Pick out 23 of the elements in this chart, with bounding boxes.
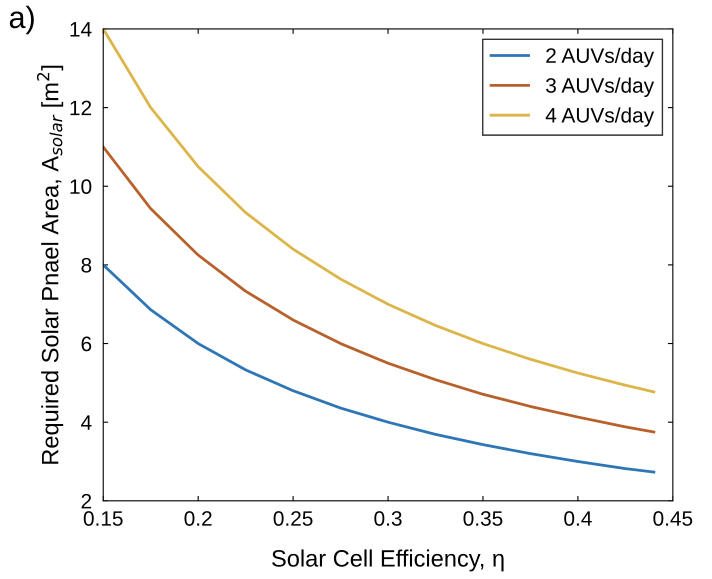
x-tick-label: 0.15 <box>84 511 123 526</box>
legend-label: 3 AUVs/day <box>546 78 654 97</box>
x-tick-label: 0.45 <box>653 511 692 526</box>
x-tick-label: 0.35 <box>464 511 502 526</box>
y-tick-label: 8 <box>81 258 92 273</box>
legend-label: 2 AUVs/day <box>546 48 654 68</box>
line-series <box>103 146 656 434</box>
y-axis-title: Required Solar Pnael Area, A$_{solar}$ [m$^{2}$] <box>36 66 64 464</box>
y-tick-label: 14 <box>70 22 92 36</box>
y-tick-label: 10 <box>70 179 92 194</box>
line-series <box>103 28 656 394</box>
y-tick-label: 4 <box>81 415 92 430</box>
y-tick-label: 2 <box>82 494 92 508</box>
y-tick-label: 6 <box>82 336 92 352</box>
x-tick-label: 0.2 <box>184 511 212 526</box>
text: a) <box>10 6 34 34</box>
x-tick-label: 0.3 <box>374 511 402 526</box>
x-axis-title: Solar Cell Efficiency, η <box>272 549 504 572</box>
x-tick-label: 0.4 <box>564 511 592 526</box>
line-series <box>103 264 656 474</box>
y-tick-label: 12 <box>70 100 92 116</box>
legend-label: 4 AUVs/day <box>546 107 654 127</box>
x-tick-label: 0.25 <box>274 511 313 526</box>
